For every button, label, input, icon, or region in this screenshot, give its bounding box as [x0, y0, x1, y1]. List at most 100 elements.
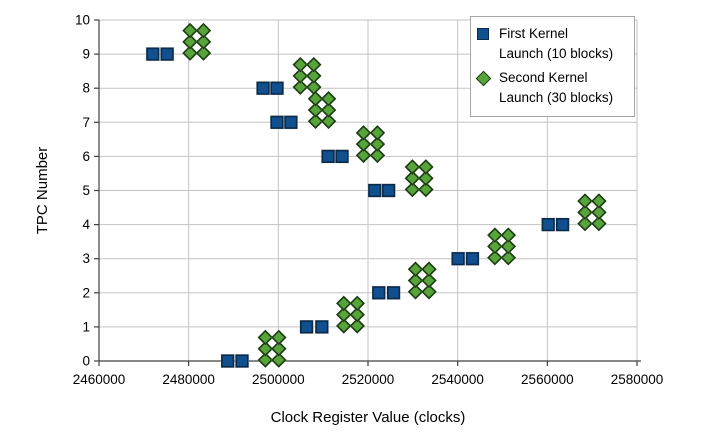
data-point-diamond	[292, 56, 309, 73]
data-point-diamond	[349, 318, 365, 334]
data-point-diamond	[500, 238, 517, 255]
data-point-diamond	[407, 284, 424, 300]
data-point-square	[284, 115, 298, 129]
data-point-diamond	[421, 272, 437, 289]
chart-legend: First Kernel Launch (10 blocks) Second K…	[470, 16, 635, 117]
data-point-square	[256, 81, 270, 95]
data-point-diamond	[407, 272, 424, 289]
data-point-square	[160, 47, 174, 61]
data-point-square	[299, 320, 314, 334]
data-point-diamond	[421, 261, 437, 278]
data-point-square	[555, 218, 570, 232]
data-point-diamond	[182, 22, 198, 39]
legend-item-first-kernel: First Kernel Launch (10 blocks)	[477, 24, 630, 64]
y-tick-label: 2	[82, 285, 90, 300]
x-tick-label: 2480000	[162, 372, 215, 387]
data-point-diamond	[404, 181, 421, 198]
data-point-diamond	[500, 227, 517, 243]
data-point-diamond	[591, 204, 607, 221]
data-point-square	[465, 252, 480, 266]
data-point-diamond	[195, 34, 212, 50]
data-point-diamond	[487, 227, 503, 243]
data-point-square	[235, 354, 249, 368]
data-point-square	[321, 149, 335, 164]
data-point-diamond	[306, 56, 322, 73]
legend-item-second-kernel: Second Kernel Launch (30 blocks)	[475, 68, 630, 108]
x-tick-label: 2460000	[73, 372, 126, 387]
x-tick-label: 2560000	[521, 372, 574, 387]
y-tick-label: 3	[82, 251, 90, 266]
legend-label-line: First Kernel	[499, 26, 569, 41]
y-tick-label: 4	[82, 217, 90, 232]
data-point-diamond	[487, 249, 503, 266]
data-point-square	[386, 286, 401, 300]
data-point-diamond	[349, 306, 365, 323]
data-point-diamond	[182, 34, 198, 50]
data-point-diamond	[320, 91, 337, 107]
data-point-square	[270, 115, 284, 129]
y-tick-label: 0	[82, 354, 90, 369]
data-point-square	[315, 320, 329, 334]
data-point-diamond	[369, 136, 386, 152]
data-point-diamond	[487, 238, 503, 255]
data-point-diamond	[418, 159, 434, 175]
data-point-square	[541, 218, 555, 232]
green-diamond-marker-icon	[475, 70, 492, 87]
data-point-diamond	[404, 159, 421, 175]
x-tick-label: 2540000	[431, 372, 484, 387]
data-point-diamond	[271, 352, 287, 368]
data-point-diamond	[418, 170, 434, 186]
data-point-diamond	[418, 181, 434, 198]
data-point-diamond	[407, 261, 424, 278]
data-point-diamond	[292, 79, 309, 95]
data-point-square	[146, 47, 160, 61]
y-tick-label: 9	[82, 47, 90, 62]
data-point-diamond	[271, 329, 287, 346]
data-point-diamond	[307, 102, 324, 118]
data-point-diamond	[591, 193, 607, 209]
data-point-diamond	[271, 340, 287, 357]
data-point-diamond	[292, 68, 309, 84]
data-point-diamond	[404, 170, 421, 186]
x-axis-title: Clock Register Value (clocks)	[271, 409, 466, 426]
data-point-diamond	[591, 215, 607, 232]
data-point-diamond	[182, 45, 198, 61]
y-tick-label: 10	[75, 13, 90, 28]
data-point-square	[221, 354, 235, 368]
data-point-square	[335, 149, 349, 164]
data-point-square	[382, 183, 396, 198]
data-point-diamond	[577, 204, 593, 221]
y-tick-label: 1	[82, 319, 90, 334]
x-tick-label: 2500000	[252, 372, 305, 387]
data-point-square	[451, 252, 465, 266]
x-tick-label: 2580000	[611, 372, 664, 387]
data-point-diamond	[306, 79, 322, 95]
data-point-diamond	[320, 113, 337, 130]
data-point-diamond	[257, 329, 274, 346]
data-point-diamond	[355, 136, 372, 152]
y-tick-label: 8	[82, 81, 90, 96]
data-point-diamond	[577, 193, 593, 209]
data-point-diamond	[257, 352, 274, 368]
y-tick-label: 5	[82, 183, 90, 198]
data-point-diamond	[355, 125, 372, 141]
y-tick-label: 7	[82, 115, 90, 130]
data-point-diamond	[336, 295, 352, 312]
legend-label-line: Launch (10 blocks)	[499, 46, 614, 61]
data-point-diamond	[306, 68, 322, 84]
data-point-square	[270, 81, 284, 95]
data-point-diamond	[307, 113, 324, 130]
y-axis-title: TPC Number	[34, 147, 51, 235]
blue-square-marker-icon	[477, 28, 489, 40]
data-point-diamond	[336, 318, 352, 334]
data-point-diamond	[336, 306, 352, 323]
legend-label-line: Second Kernel	[499, 70, 588, 85]
data-point-square	[368, 183, 382, 198]
data-point-diamond	[195, 45, 212, 61]
data-point-square	[372, 286, 386, 300]
data-point-diamond	[257, 340, 274, 357]
y-tick-label: 6	[82, 149, 90, 164]
x-tick-label: 2520000	[342, 372, 395, 387]
